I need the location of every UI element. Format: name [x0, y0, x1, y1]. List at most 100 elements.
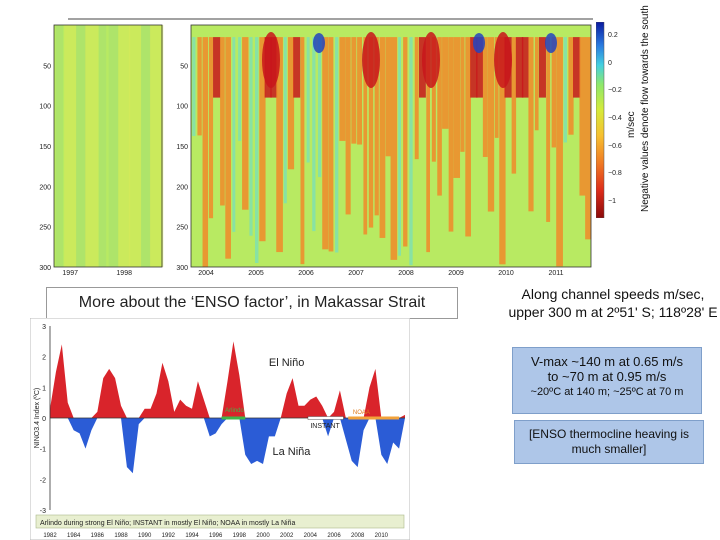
enso-footer-band — [35, 514, 405, 529]
contour-streak — [225, 37, 231, 259]
contour-streak — [283, 37, 287, 204]
colorbar-tick-label: −0.4 — [608, 115, 622, 122]
contour-ytick-label: 150 — [39, 144, 51, 151]
contour-ytick-label: 200 — [176, 184, 188, 191]
enso-ylabel: NINO3.4 Index (ºC) — [34, 388, 41, 449]
contour-xtick-label: 2004 — [198, 270, 214, 277]
contour-streak — [556, 37, 563, 267]
contour-blue-patch — [473, 33, 485, 53]
contour-streak — [363, 37, 368, 235]
colorbar-ticks: 0.2 0 −0.2 −0.4 −0.6 −0.8 −1 — [608, 22, 638, 218]
contour-red-patch — [422, 32, 440, 88]
elnino-area — [50, 341, 405, 418]
contour-streak — [426, 37, 430, 253]
contour-streak — [64, 25, 77, 267]
contour-streak — [357, 37, 363, 145]
enso-ytick-label: 2 — [42, 355, 46, 362]
contour-streak — [300, 37, 305, 265]
contour-streak — [238, 37, 242, 141]
contour-xtick-label: 2006 — [298, 270, 314, 277]
enso-xtick-label: 1982 — [43, 533, 57, 539]
contour-streak — [232, 37, 236, 232]
enso-xtick-label: 1998 — [233, 533, 247, 539]
enso-xtick-label: 2010 — [375, 533, 389, 539]
contour-streak — [197, 37, 202, 136]
contour-streak — [287, 37, 295, 170]
contour-streak — [494, 37, 499, 138]
velocity-contour-chart: 50 100 150 200 250 300 1997 1998 50 100 150 200 250 3… — [39, 18, 593, 277]
contour-streak — [98, 25, 107, 267]
contour-streak — [254, 37, 259, 263]
contour-streak — [85, 25, 99, 267]
contour-streak — [322, 37, 329, 250]
colorbar-tick-label: −1 — [608, 198, 616, 205]
contour-streak — [351, 37, 357, 144]
enso-xtick-label: 2008 — [351, 533, 365, 539]
contour-xtick-label: 2005 — [248, 270, 264, 277]
enso-ytick-label: 0 — [42, 416, 46, 423]
noaa-label: NOAA — [353, 410, 370, 416]
contour-streak — [476, 37, 484, 98]
enso-xtick-label: 2004 — [304, 533, 318, 539]
contour-xtick-label: 2009 — [448, 270, 464, 277]
contour-streak — [470, 37, 478, 98]
contour-streak — [442, 37, 449, 129]
colorbar-tick-label: −0.6 — [608, 142, 622, 150]
enso-xtick-label: 2006 — [327, 533, 341, 539]
vmax-line1: V-max ~140 m at 0.65 m/s — [530, 354, 684, 369]
enso-ytick-label: 1 — [42, 385, 46, 392]
contour-panel-frame — [190, 24, 592, 268]
colorbar-unit-label: m/sec — [626, 111, 637, 138]
contour-streak — [579, 37, 586, 196]
contour-xtick-label: 2011 — [548, 270, 563, 277]
contour-streak — [431, 37, 436, 162]
enso-note-box: [ENSO thermocline heaving is much smalle… — [514, 420, 704, 464]
contour-ytick-label: 200 — [39, 184, 51, 191]
enso-note-text: [ENSO thermocline heaving is much smalle… — [528, 427, 690, 456]
enso-xtick-label: 1988 — [114, 533, 128, 539]
contour-streak — [534, 37, 539, 131]
contour-streak — [403, 37, 408, 247]
contour-ytick-label: 50 — [43, 63, 51, 70]
vmax-note-box: V-max ~140 m at 0.65 m/s to ~70 m at 0.9… — [512, 347, 702, 414]
contour-streak — [317, 37, 322, 178]
contour-xtick-label: 2008 — [398, 270, 414, 277]
contour-streak — [368, 37, 374, 228]
lanina-label: La Niña — [272, 446, 311, 458]
enso-xtick-label: 1990 — [138, 533, 152, 539]
contour-streak — [390, 37, 398, 260]
noaa-band — [348, 416, 400, 420]
contour-ytick-label: 300 — [39, 265, 51, 272]
contour-streak — [328, 37, 334, 252]
contour-xtick-label: 1998 — [116, 270, 132, 277]
contour-streak — [339, 37, 346, 141]
contour-streak — [213, 37, 221, 98]
slide-title: More about the ‘ENSO factor’, in Makassa… — [46, 287, 458, 319]
vmax-line3: ~20ºC at 140 m; ~25ºC at 70 m — [530, 386, 684, 398]
enso-xtick-label: 1996 — [209, 533, 223, 539]
contour-streak — [398, 37, 402, 256]
elnino-label: El Niño — [269, 357, 304, 369]
contour-streak — [538, 37, 546, 98]
contour-streak — [242, 37, 249, 210]
contour-streak — [276, 37, 283, 253]
contour-red-patch — [362, 32, 380, 88]
contour-streak — [499, 37, 506, 265]
arlindo-label: Arlindo — [225, 408, 244, 414]
contour-streak — [374, 37, 379, 216]
contour-red-patch — [494, 32, 512, 88]
contour-ytick-label: 100 — [39, 104, 51, 111]
contour-streak — [573, 37, 581, 98]
contour-streak — [306, 37, 310, 163]
contour-streak — [551, 37, 557, 148]
contour-streak — [448, 37, 454, 232]
enso-xtick-label: 1992 — [162, 533, 176, 539]
contour-streak — [460, 37, 465, 152]
contour-streak — [293, 37, 301, 98]
instant-label: INSTANT — [310, 423, 340, 430]
contour-ytick-label: 250 — [176, 225, 188, 232]
contour-streak — [465, 37, 471, 237]
contour-blue-patch — [313, 33, 325, 53]
contour-streak — [528, 37, 534, 212]
lanina-area — [50, 418, 405, 474]
